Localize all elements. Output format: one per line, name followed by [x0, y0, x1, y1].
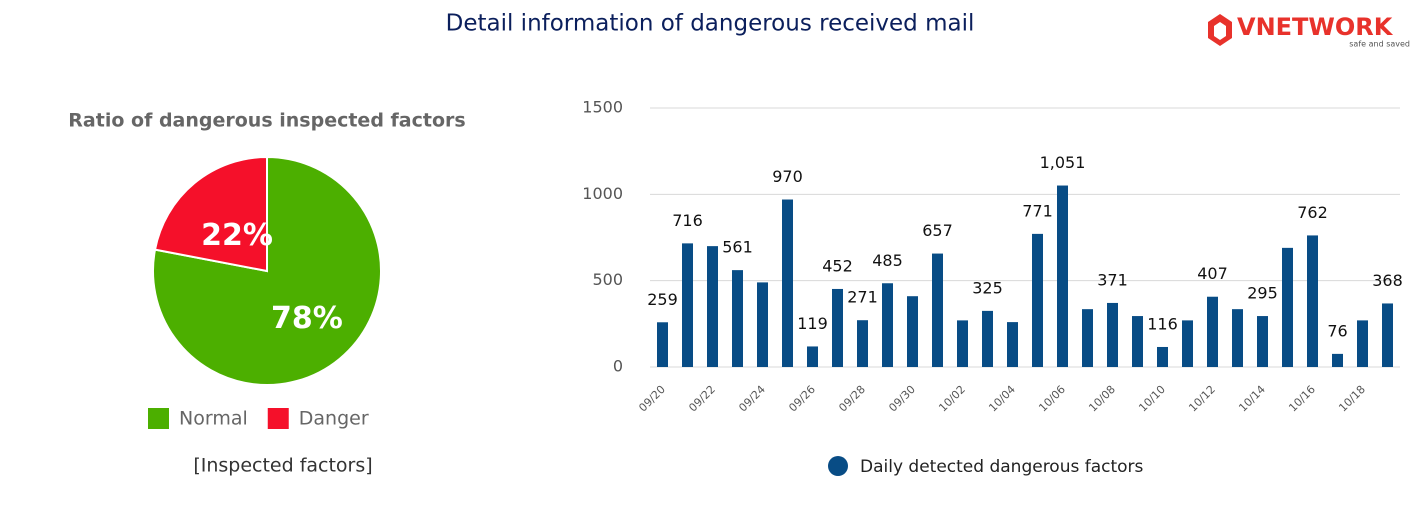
bar — [1382, 303, 1393, 367]
bar — [707, 246, 718, 367]
bar — [1107, 302, 1118, 367]
bar — [1082, 309, 1093, 367]
pie-slice — [153, 155, 268, 273]
x-tick-label: 10/12 — [1186, 383, 1218, 415]
data-label: 771 — [1022, 201, 1053, 220]
bar — [1257, 316, 1268, 367]
x-tick-label: 10/10 — [1136, 383, 1168, 415]
bar — [982, 310, 993, 367]
x-tick-label: 10/06 — [1036, 383, 1068, 415]
bar — [1207, 296, 1218, 367]
x-tick-label: 09/30 — [886, 383, 918, 415]
bar — [757, 282, 768, 367]
pie-caption: [Inspected factors] — [193, 455, 372, 477]
data-label: 762 — [1297, 203, 1328, 222]
bar — [1282, 247, 1293, 367]
bar — [907, 296, 918, 367]
bar — [957, 320, 968, 367]
x-tick-label: 10/02 — [936, 383, 968, 415]
bar — [1132, 316, 1143, 367]
bar — [807, 346, 818, 367]
data-label: 368 — [1372, 271, 1403, 290]
bar — [1307, 235, 1318, 367]
x-tick-label: 10/04 — [986, 383, 1018, 415]
data-label: 970 — [772, 167, 803, 186]
legend-label: Daily detected dangerous factors — [860, 457, 1144, 477]
bar — [1357, 320, 1368, 367]
bar — [857, 320, 868, 367]
bar — [732, 270, 743, 367]
bar — [1157, 346, 1168, 367]
x-tick-label: 10/18 — [1336, 383, 1368, 415]
bar — [782, 199, 793, 367]
legend-label: Normal — [179, 408, 248, 430]
data-label: 116 — [1147, 314, 1178, 333]
x-tick-label: 09/28 — [836, 383, 868, 415]
legend-marker — [828, 456, 848, 476]
bar — [657, 322, 668, 367]
y-tick-label: 500 — [592, 270, 623, 289]
data-label: 561 — [722, 238, 753, 257]
slice-label: 78% — [271, 301, 343, 336]
logo-tagline: safe and saved — [1349, 40, 1410, 49]
bar — [682, 243, 693, 367]
data-label: 371 — [1097, 270, 1128, 289]
legend-swatch — [267, 408, 289, 429]
bar — [1232, 309, 1243, 367]
x-tick-label: 09/22 — [686, 383, 718, 415]
x-tick-label: 09/26 — [786, 383, 818, 415]
data-label: 119 — [797, 314, 828, 333]
bar — [1032, 233, 1043, 367]
legend-swatch — [148, 408, 169, 429]
x-tick-label: 09/20 — [636, 383, 668, 415]
data-label: 325 — [972, 278, 1003, 297]
bar — [1057, 185, 1068, 367]
x-tick-label: 10/14 — [1236, 383, 1268, 415]
bar — [932, 253, 943, 367]
data-label: 485 — [872, 251, 903, 270]
logo-text: VNETWORK — [1237, 13, 1394, 41]
y-tick-label: 1500 — [582, 98, 623, 117]
data-label: 407 — [1197, 264, 1228, 283]
slice-label: 22% — [201, 218, 273, 253]
x-tick-label: 09/24 — [736, 383, 768, 415]
pie-title: Ratio of dangerous inspected factors — [68, 110, 465, 132]
bar — [1182, 320, 1193, 367]
data-label: 76 — [1327, 321, 1347, 340]
data-label: 452 — [822, 256, 853, 275]
y-tick-label: 1000 — [582, 184, 623, 203]
y-tick-label: 0 — [613, 357, 623, 376]
data-label: 295 — [1247, 284, 1278, 303]
legend-label: Danger — [299, 408, 369, 430]
data-label: 1,051 — [1040, 153, 1086, 172]
bar — [832, 288, 843, 367]
bar — [882, 283, 893, 367]
x-tick-label: 10/16 — [1286, 383, 1318, 415]
data-label: 716 — [672, 211, 703, 230]
bar — [1007, 322, 1018, 367]
x-tick-label: 10/08 — [1086, 383, 1118, 415]
data-label: 657 — [922, 221, 953, 240]
logo-icon — [1208, 14, 1232, 46]
logo: VNETWORK safe and saved — [1208, 13, 1410, 49]
bar — [1332, 353, 1343, 367]
page-title: Detail information of dangerous received… — [446, 11, 975, 37]
data-label: 259 — [647, 290, 678, 309]
data-label: 271 — [847, 288, 878, 307]
